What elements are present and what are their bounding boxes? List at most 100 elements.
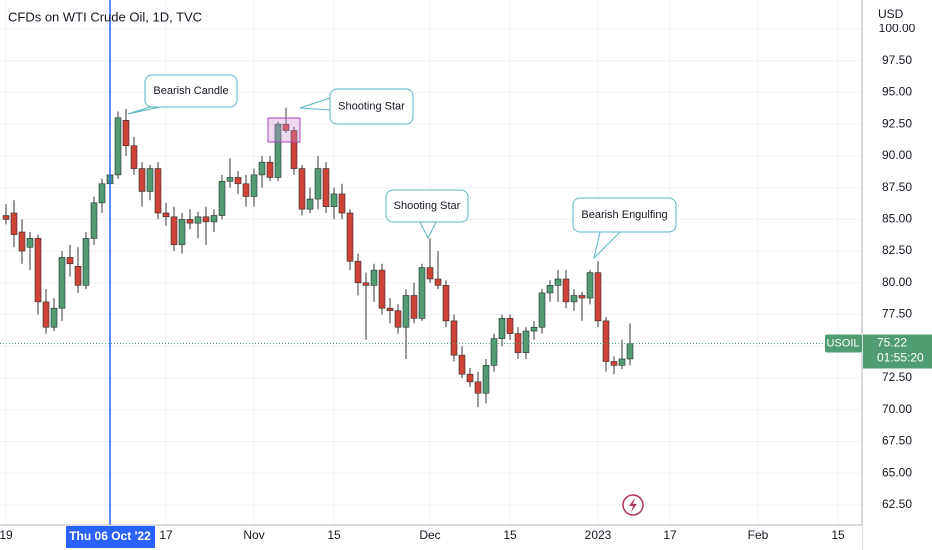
x-tick-label: Dec xyxy=(419,528,440,542)
candle-body xyxy=(514,333,522,353)
candle-body xyxy=(50,307,58,328)
grid xyxy=(0,0,862,525)
x-tick-label: 19 xyxy=(0,528,13,542)
overlay: Bearish Candle Shooting Star Shooting Star… xyxy=(0,0,862,525)
candle-body xyxy=(290,130,298,169)
candle-body xyxy=(602,320,610,362)
y-tick-label: 92.50 xyxy=(882,116,912,130)
candle-body xyxy=(394,310,402,328)
callout: Shooting Star xyxy=(385,189,469,240)
candle-body xyxy=(362,282,370,286)
callout: Bearish Engulfing xyxy=(572,197,677,260)
candle-body xyxy=(538,292,546,328)
axes: 62.5065.0067.5070.0072.5075.0077.5080.00… xyxy=(0,21,932,548)
candle-body xyxy=(314,168,322,200)
candle-body xyxy=(58,257,66,309)
callout-box xyxy=(144,74,238,108)
candle-body xyxy=(506,318,514,334)
candle-body xyxy=(370,269,378,286)
currency-label: USD xyxy=(878,7,904,21)
x-tick-label: Feb xyxy=(748,528,769,542)
candle-body xyxy=(338,193,346,214)
candle-body xyxy=(250,174,258,197)
candle-body xyxy=(594,272,602,322)
candle-body xyxy=(90,202,98,239)
candle-body xyxy=(114,117,122,176)
candle-body xyxy=(18,231,26,252)
y-tick-label: 62.50 xyxy=(882,497,912,511)
candle-body xyxy=(34,238,42,303)
candle-body xyxy=(442,285,450,322)
candle-body xyxy=(458,354,466,375)
candle-body xyxy=(330,193,338,207)
candle-body xyxy=(202,216,210,223)
y-tick-label: 65.00 xyxy=(882,465,912,479)
currency-bg xyxy=(876,6,926,24)
x-tick-label: 15 xyxy=(831,528,845,542)
candle-body xyxy=(66,257,74,265)
callout-text: Bearish Engulfing xyxy=(581,209,667,221)
price-axis-bg xyxy=(862,0,932,550)
candle-body xyxy=(554,278,562,286)
candle-body xyxy=(146,168,154,192)
candle-body xyxy=(282,123,290,131)
candle-body xyxy=(386,307,394,312)
candle-body xyxy=(586,272,594,299)
candle-body xyxy=(378,269,386,309)
candle-body xyxy=(546,285,554,294)
candle-body xyxy=(626,343,634,360)
candle-body xyxy=(522,330,530,353)
candle-body xyxy=(186,219,194,224)
y-tick-label: 70.00 xyxy=(882,402,912,416)
candle-body xyxy=(482,365,490,394)
candle-body xyxy=(74,266,82,286)
lightning-icon[interactable] xyxy=(622,494,644,516)
callout-box xyxy=(329,88,414,125)
x-tick-label: Nov xyxy=(243,528,264,542)
candle-body xyxy=(122,120,130,147)
candle-body xyxy=(266,161,274,178)
candle-body xyxy=(242,183,250,197)
candle-body xyxy=(426,267,434,280)
symbol-badge xyxy=(825,334,862,353)
candle-body xyxy=(466,373,474,383)
y-tick-label: 87.50 xyxy=(882,180,912,194)
y-tick-label: 82.50 xyxy=(882,243,912,257)
candle-body xyxy=(346,212,354,262)
callout-text: Bearish Candle xyxy=(153,85,228,97)
y-tick-label: 97.50 xyxy=(882,53,912,67)
candle-body xyxy=(490,338,498,366)
y-tick-label: 100.00 xyxy=(879,21,916,35)
candle-body xyxy=(306,198,314,210)
callout: Shooting Star xyxy=(299,88,414,125)
candle-body xyxy=(82,238,90,286)
crosshair-badge xyxy=(66,526,155,548)
candle-body xyxy=(618,358,626,366)
symbol-label: USOIL xyxy=(826,337,859,349)
candle-body xyxy=(218,180,226,216)
candle-body xyxy=(570,295,578,303)
callout-tail xyxy=(127,106,161,115)
candle-body xyxy=(2,215,10,220)
x-tick-label: 17 xyxy=(663,528,677,542)
candle-body xyxy=(410,295,418,319)
candle-body xyxy=(450,320,458,356)
y-tick-label: 90.00 xyxy=(882,148,912,162)
last-price-label: 75.22 xyxy=(877,336,907,350)
x-tick-label: 15 xyxy=(503,528,517,542)
callout-tail xyxy=(419,221,437,240)
countdown-label: 01:55:20 xyxy=(877,351,924,365)
callout-tail xyxy=(299,97,331,111)
candle-body xyxy=(258,161,266,176)
candle-body xyxy=(130,145,138,169)
candle-body xyxy=(530,326,538,332)
highlight-box xyxy=(267,117,301,143)
y-tick-label: 95.00 xyxy=(882,85,912,99)
candle-body xyxy=(474,381,482,394)
candle-body xyxy=(418,267,426,319)
candle-body xyxy=(298,168,306,210)
crosshair-label: Thu 06 Oct '22 xyxy=(69,529,151,543)
candle-body xyxy=(98,183,106,204)
y-tick-label: 72.50 xyxy=(882,370,912,384)
